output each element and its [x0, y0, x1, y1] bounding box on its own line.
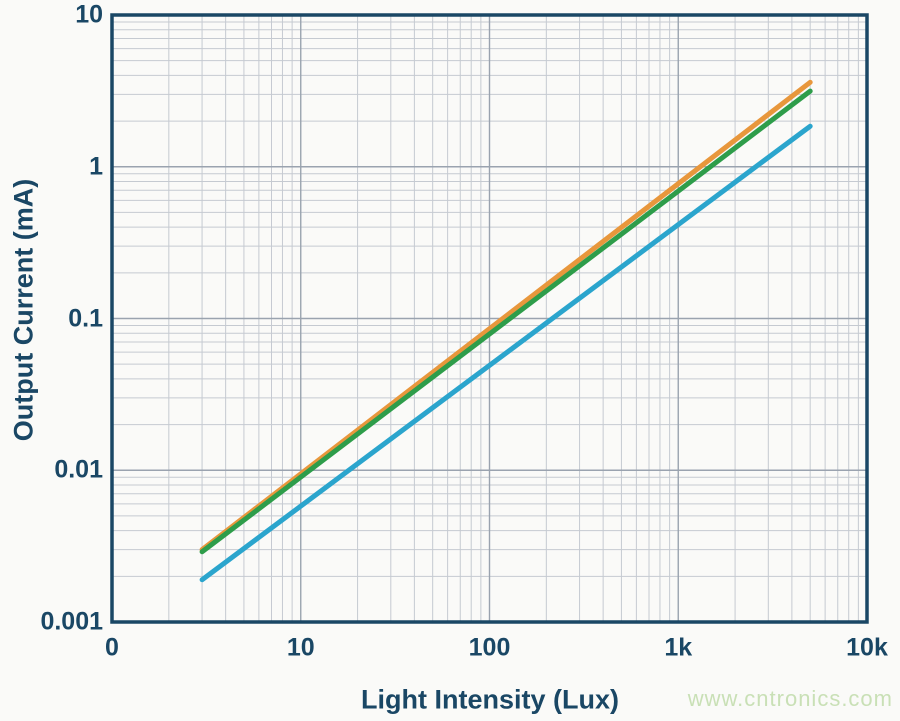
blue-line [199, 123, 813, 583]
x-tick-label-100: 100 [468, 633, 511, 662]
x-axis-title: Light Intensity (Lux) [361, 684, 619, 715]
x-tick-label-0: 0 [105, 633, 119, 662]
y-axis-title: Output Current (mA) [8, 178, 39, 442]
orange-line [199, 79, 813, 553]
watermark-text: www.cntronics.com [687, 686, 893, 711]
y-tick-label-1: 1 [89, 152, 103, 181]
green-line [199, 88, 813, 555]
y-tick-label-0p01: 0.01 [54, 455, 103, 484]
y-tick-label-10: 10 [75, 0, 103, 29]
x-tick-label-1k: 1k [664, 633, 693, 662]
x-tick-label-10k: 10k [846, 633, 888, 662]
x-tick-label-10: 10 [286, 633, 315, 662]
y-tick-label-0p001: 0.001 [40, 607, 103, 636]
y-tick-label-0p1: 0.1 [68, 304, 103, 332]
